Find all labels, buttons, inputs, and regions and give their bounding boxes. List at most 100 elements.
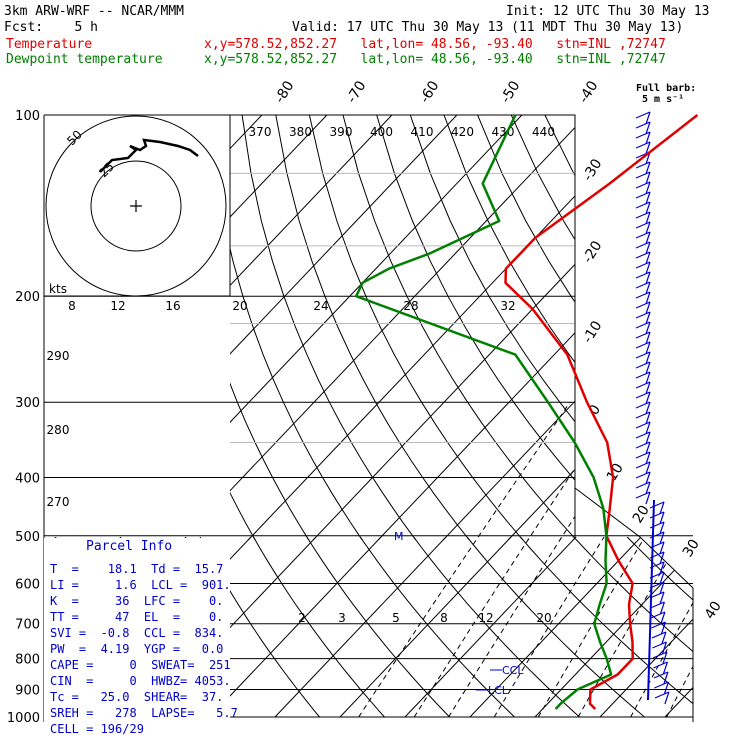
dry-adiabat xyxy=(342,115,575,540)
wind-barb-staff xyxy=(635,211,651,219)
isotherm-line xyxy=(230,115,393,287)
wind-barb xyxy=(635,481,651,495)
dry-adiabat xyxy=(174,537,450,718)
temperature-profile xyxy=(504,114,699,710)
wind-barb-feather xyxy=(659,511,665,525)
wind-barb xyxy=(635,201,651,215)
wind-barb-feather xyxy=(645,271,651,285)
mixing-ratio-label: 3 xyxy=(338,611,346,625)
wind-barb-staff xyxy=(635,431,651,439)
wind-barb-feather xyxy=(645,351,651,365)
isotherm-line xyxy=(209,537,693,718)
isotherm-line xyxy=(339,537,693,718)
hodograph-speed-label: 32 xyxy=(500,299,515,313)
wind-barb-feather xyxy=(645,451,651,465)
pressure-tick-label: 400 xyxy=(15,471,40,486)
wind-barb xyxy=(649,591,665,605)
hodograph-speed-label: kts xyxy=(49,282,67,296)
ccl-annotation: CCL xyxy=(502,664,524,677)
wind-barb-feather xyxy=(645,221,651,235)
wind-barb-staff xyxy=(635,231,651,239)
hodograph-trace xyxy=(99,138,199,173)
wind-barb-staff xyxy=(649,501,665,509)
wind-barb xyxy=(635,321,651,335)
wind-barb-feather xyxy=(664,691,670,705)
dry-adiabat xyxy=(308,537,693,718)
legend-temperature: Temperature xyxy=(6,37,93,52)
wind-barb-staff xyxy=(635,191,651,199)
wind-barb-feather xyxy=(645,111,651,125)
parcel-info-panel: Parcel Info T = 18.1 Td = 15.7 LI = 1.6 … xyxy=(44,538,238,740)
parcel-row: CELL = 196/29 xyxy=(50,722,144,736)
dry-adiabat xyxy=(579,115,740,717)
pressure-tick-label: 800 xyxy=(15,653,40,668)
dry-adiabat xyxy=(275,115,471,540)
dry-adiabat xyxy=(241,115,417,540)
isotherm-label: 10 xyxy=(604,461,627,485)
mixing-ratio-line xyxy=(358,537,571,718)
isotherm-line xyxy=(572,537,575,540)
isotherm-label: -50 xyxy=(498,78,524,106)
wind-barb-feather xyxy=(659,571,665,585)
dry-adiabat xyxy=(578,537,693,718)
theta-e-label: 400 xyxy=(370,125,393,139)
wind-barb-staff xyxy=(635,321,651,329)
isotherm-line xyxy=(404,537,693,718)
dry-adiabat xyxy=(443,115,575,364)
wind-barb-staff xyxy=(654,681,669,689)
skew-frame xyxy=(574,487,694,722)
wind-barb-feather xyxy=(659,591,665,605)
wind-barb-feather xyxy=(645,261,651,275)
wind-barb-staff xyxy=(635,381,651,389)
wind-barb-staff xyxy=(635,341,651,349)
parcel-info-title: Parcel Info xyxy=(86,539,173,554)
theta-label: 270 xyxy=(47,495,70,509)
wind-barb-staff xyxy=(651,631,667,639)
pressure-tick-label: 1000 xyxy=(7,711,40,726)
dry-adiabat xyxy=(241,537,580,718)
wind-barb xyxy=(653,671,669,685)
wind-barb-staff xyxy=(652,641,667,649)
wind-barb xyxy=(652,641,667,655)
wind-barb xyxy=(635,141,651,155)
theta-e-label: 370 xyxy=(249,125,272,139)
mixing-ratio-label: 2 xyxy=(298,611,306,625)
wind-barb xyxy=(635,111,651,125)
wind-barb-feather xyxy=(662,661,668,675)
wind-barb-staff xyxy=(635,411,651,419)
wind-barb xyxy=(650,601,665,615)
wind-barb xyxy=(635,401,651,415)
wind-barb xyxy=(635,281,651,295)
isotherm-label: -10 xyxy=(580,318,606,346)
wind-barb xyxy=(635,261,651,275)
dry-adiabat xyxy=(510,537,693,718)
wind-barb xyxy=(635,341,651,355)
wind-barb-feather xyxy=(645,191,651,205)
temperature-location: x,y=578.52,852.27 lat,lon= 48.56, -93.40… xyxy=(204,37,666,52)
lcl-annotation: LCL xyxy=(488,684,509,697)
wind-barb-feather xyxy=(645,171,651,185)
isotherm-label: -80 xyxy=(272,78,298,106)
wind-barb xyxy=(649,501,665,515)
pressure-tick-label: 100 xyxy=(15,109,40,124)
wind-barb xyxy=(635,211,651,225)
wind-barb-feather xyxy=(645,431,651,445)
wind-barb xyxy=(635,271,651,285)
wind-barb-staff xyxy=(635,181,651,189)
wind-barb-feather xyxy=(663,671,669,685)
wind-barb-staff xyxy=(635,271,651,279)
wind-barb-feather xyxy=(645,301,651,315)
wind-barb xyxy=(654,691,670,705)
wind-barb-feather xyxy=(663,681,669,695)
wind-barb-staff xyxy=(635,401,651,409)
wind-barb xyxy=(635,131,651,145)
isotherm-line xyxy=(312,263,575,540)
isotherm-line xyxy=(230,126,575,492)
wind-barb-staff xyxy=(635,371,651,379)
wind-barb-staff xyxy=(635,421,651,429)
wind-barb-feather xyxy=(645,391,651,405)
wind-barb xyxy=(635,171,651,185)
theta-e-label: 430 xyxy=(492,125,515,139)
forecast-hour: Fcst: 5 h xyxy=(4,20,98,35)
